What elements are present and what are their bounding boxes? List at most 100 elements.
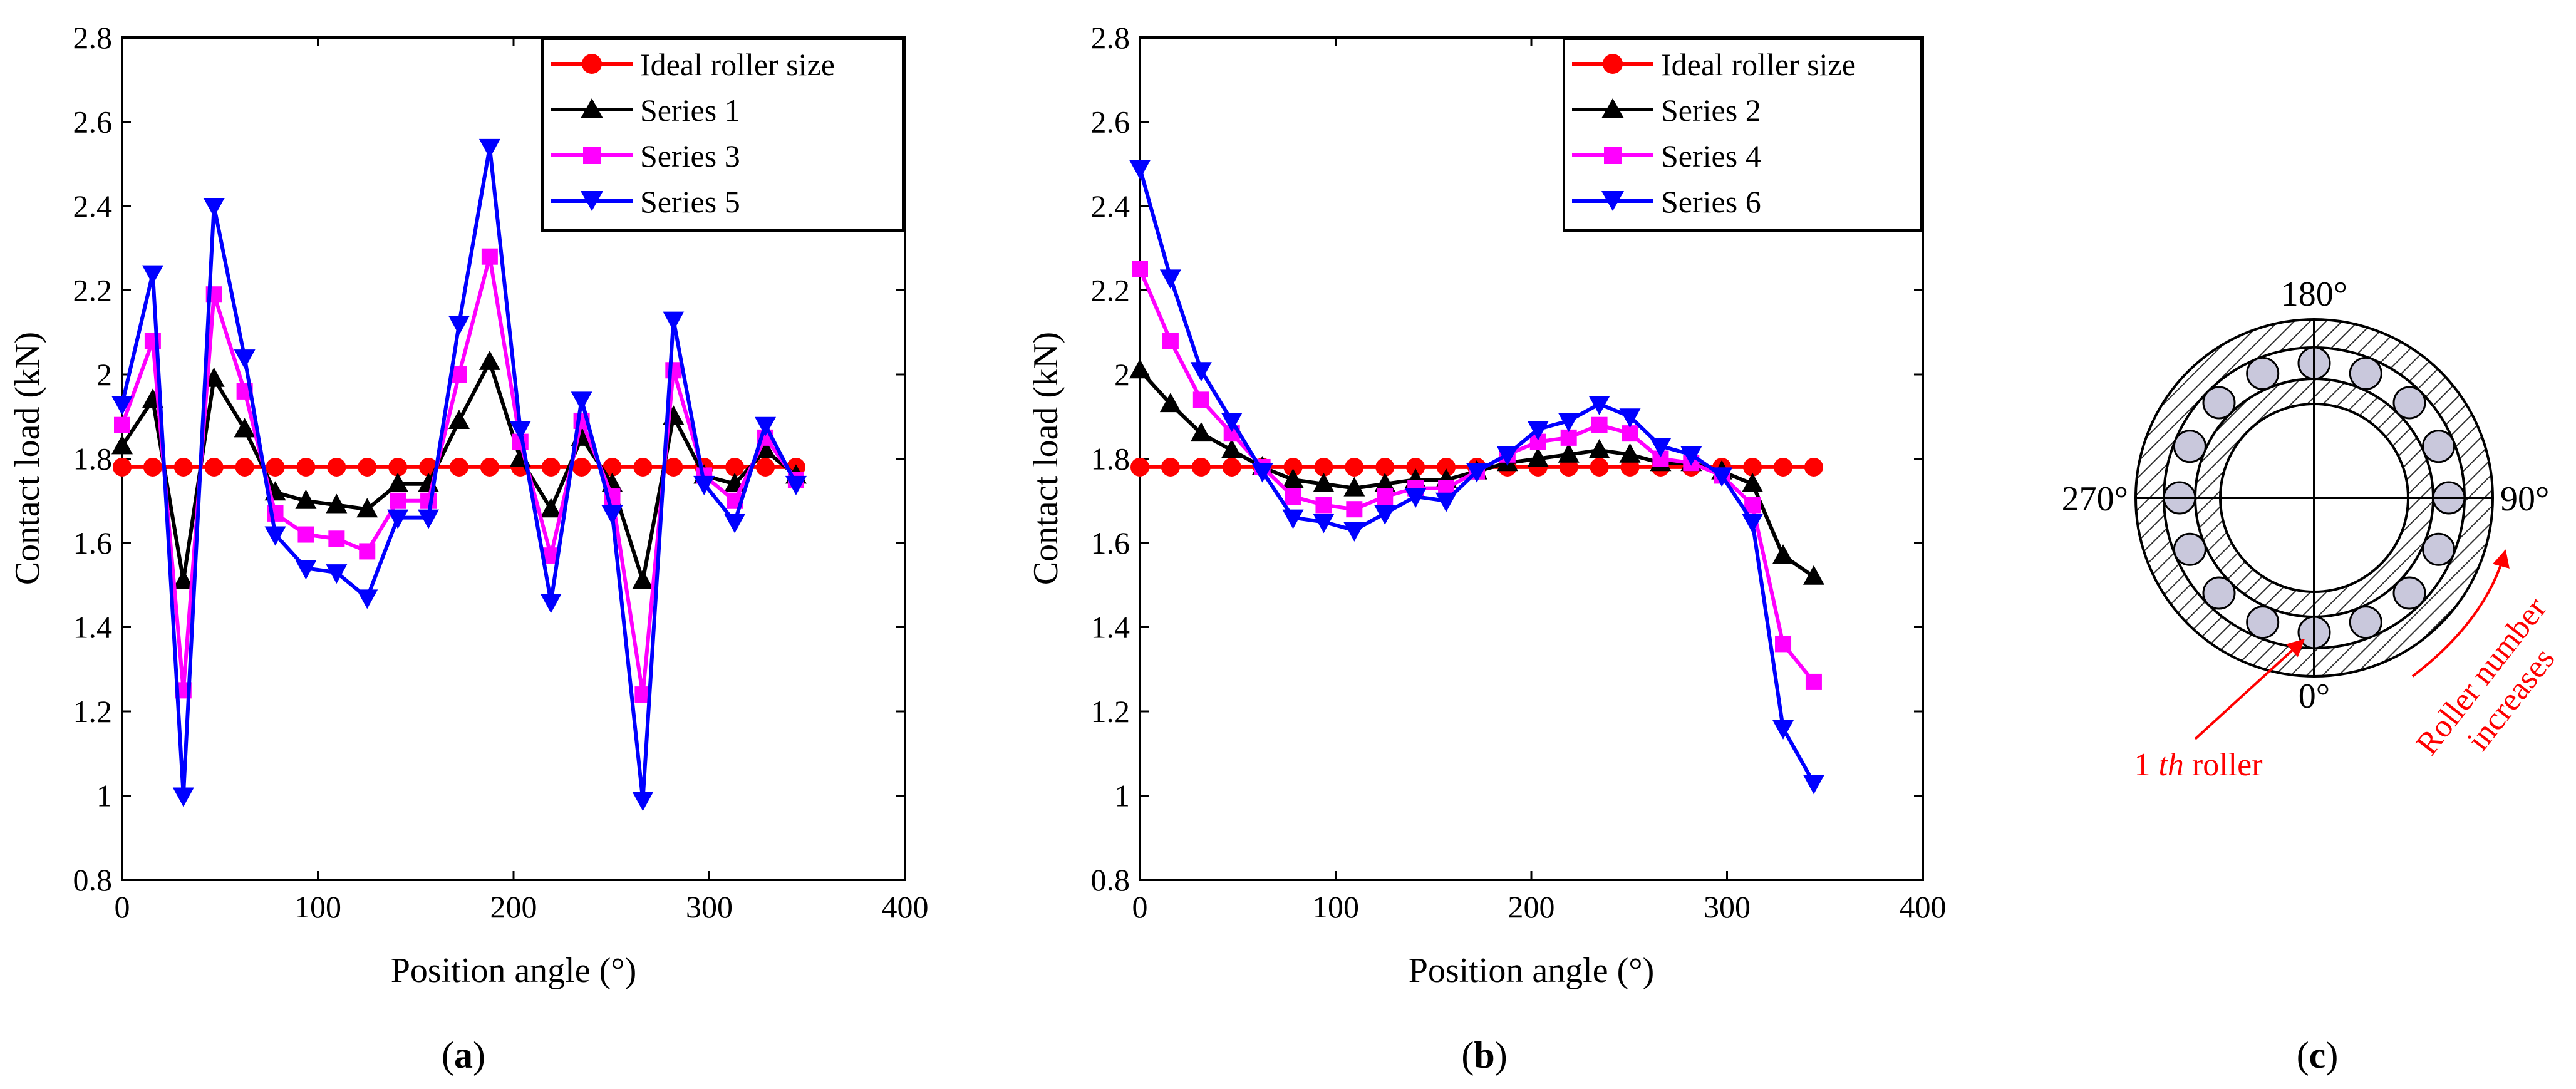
data-point: [359, 543, 376, 560]
y-tick-label: 0.8: [1091, 862, 1130, 897]
legend-label: Series 1: [640, 93, 740, 128]
legend-marker-square: [583, 147, 601, 164]
panel-label-c: (c): [2297, 1035, 2339, 1076]
data-point: [203, 198, 225, 217]
data-point: [1159, 393, 1181, 413]
legend-label: Series 3: [640, 138, 740, 173]
data-point: [693, 475, 715, 495]
data-point: [1345, 457, 1364, 477]
data-point: [1743, 457, 1762, 477]
legend-marker-triangle-down: [581, 191, 603, 211]
data-point: [1527, 421, 1549, 441]
data-point: [1343, 477, 1365, 497]
data-point: [1650, 438, 1672, 458]
y-tick-label: 2: [96, 357, 112, 392]
data-point: [1285, 488, 1301, 505]
x-tick-label: 100: [1312, 889, 1359, 924]
y-tick-label: 2.8: [1091, 20, 1130, 55]
chart-panel-b: 0 100 200 300 400 0.8 1 1.2 1.4 1.6 1.8 2 2.2 2.4 2.6 2…: [1027, 20, 1947, 1076]
y-tick-label: 1.6: [73, 525, 113, 560]
data-point: [1680, 446, 1702, 466]
data-point: [725, 457, 745, 477]
data-point: [665, 362, 682, 379]
roller: [2202, 386, 2236, 420]
axis-ticks-a: 0 100 200 300 400 0.8 1 1.2 1.4 1.6 1.8 2 2.2 2.4 2.6 2…: [73, 20, 929, 924]
x-tick-label: 300: [686, 889, 733, 924]
y-tick-label: 1: [96, 778, 112, 813]
data-point: [478, 138, 500, 158]
data-point: [1374, 505, 1396, 525]
data-point: [755, 416, 777, 436]
bearing-diagram: 180° 90° 270° 0° 1 th roller Roller numb…: [2062, 275, 2562, 1076]
data-point: [1406, 457, 1425, 477]
data-point: [264, 526, 286, 546]
roller: [2392, 576, 2426, 610]
data-point: [358, 457, 377, 477]
data-point: [541, 457, 561, 477]
x-tick-label: 200: [1508, 889, 1555, 924]
legend-marker-triangle-up: [581, 98, 603, 118]
legend-a: Ideal roller size Series 1 Series 3 Seri…: [541, 38, 904, 232]
data-point: [1377, 488, 1394, 505]
legend-b: Ideal roller size Series 2 Series 4 Seri…: [1563, 38, 1922, 232]
x-axis-label-a: Position angle (°): [391, 951, 637, 990]
x-tick-label: 400: [1900, 889, 1947, 924]
first-roller-arrow: [2194, 639, 2305, 740]
data-point: [111, 396, 133, 416]
data-point: [1588, 396, 1610, 416]
data-point: [480, 457, 499, 477]
panel-label-a: (a): [442, 1035, 485, 1076]
data-point: [1161, 457, 1180, 477]
data-point: [478, 350, 500, 370]
roller: [2246, 606, 2280, 639]
data-point: [571, 391, 592, 411]
data-point: [448, 316, 470, 336]
roller: [2173, 532, 2206, 566]
data-point: [1283, 457, 1303, 477]
data-point: [418, 509, 440, 529]
data-point: [1619, 443, 1641, 463]
legend-entry-2-b: Series 4: [1572, 138, 1761, 173]
data-point: [1805, 673, 1822, 690]
data-point: [143, 457, 162, 477]
x-tick-label: 400: [882, 889, 929, 924]
data-point: [234, 349, 256, 369]
legend-entry-1-a: Series 1: [551, 93, 740, 128]
x-tick-label: 100: [294, 889, 341, 924]
data-point: [1558, 443, 1580, 463]
data-point: [1222, 457, 1241, 477]
data-point: [601, 505, 623, 525]
y-axis-label-a: Contact load (kN): [8, 332, 47, 585]
data-point: [1803, 775, 1824, 795]
data-point: [448, 409, 470, 429]
data-point: [326, 564, 348, 584]
y-tick-label: 1.4: [73, 610, 113, 645]
data-point: [1775, 636, 1792, 653]
data-point: [1588, 439, 1610, 459]
roller-set: [2163, 346, 2466, 649]
data-point: [356, 589, 378, 609]
legend-label: Series 4: [1661, 138, 1761, 173]
x-tick-label: 200: [490, 889, 537, 924]
data-point: [1375, 457, 1395, 477]
data-point: [1622, 425, 1638, 442]
legend-entry-0-b: Ideal roller size: [1572, 47, 1856, 82]
angle-label-180: 180°: [2281, 275, 2347, 314]
angle-label-0: 0°: [2299, 677, 2330, 716]
series-layer-b: [1129, 160, 1824, 795]
data-point: [390, 492, 406, 509]
legend-entry-0-a: Ideal roller size: [551, 47, 835, 82]
data-point: [1314, 457, 1333, 477]
data-point: [1282, 509, 1304, 529]
first-roller-label: 1 th roller: [2134, 747, 2262, 783]
data-point: [1346, 501, 1363, 518]
y-tick-label: 1.4: [1091, 610, 1130, 645]
roller: [2392, 386, 2426, 420]
data-point: [1435, 492, 1457, 512]
data-point: [1251, 463, 1273, 483]
data-point: [1772, 544, 1794, 564]
data-point: [1191, 457, 1211, 477]
legend-entry-3-b: Series 6: [1572, 184, 1761, 219]
data-point: [1437, 457, 1456, 477]
